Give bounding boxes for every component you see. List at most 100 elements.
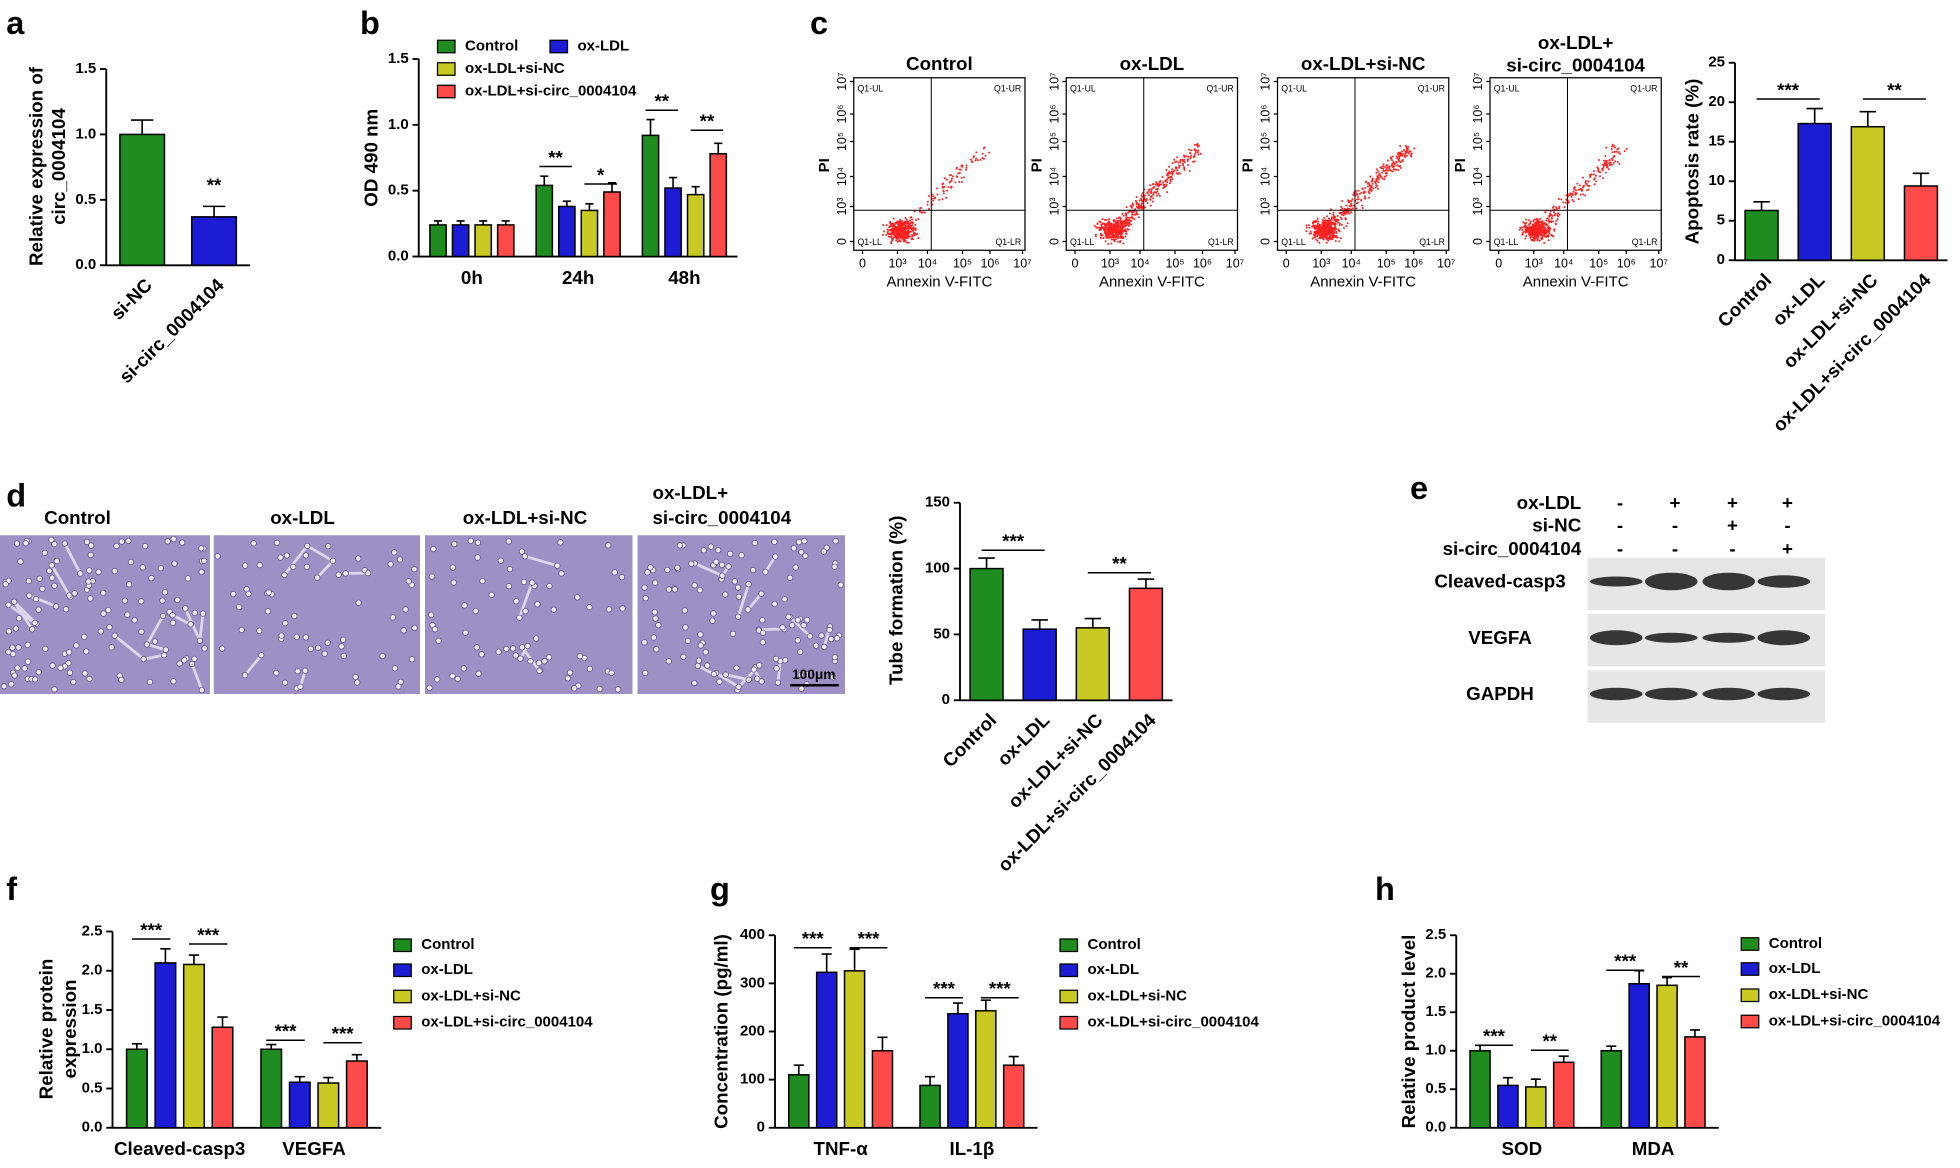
flow-dot (1151, 183, 1154, 186)
flow-dot (1109, 233, 1112, 236)
cell (688, 560, 695, 567)
cell (641, 584, 648, 591)
cell (431, 626, 439, 633)
flow-dot (1124, 222, 1127, 225)
flow-dot (1398, 165, 1401, 168)
flow-dot (1325, 236, 1328, 239)
flow-dot (1409, 154, 1412, 157)
flow-dot (1339, 216, 1342, 219)
significance-label: ** (1887, 79, 1902, 100)
flow-dot (1532, 236, 1535, 239)
flow-x-label: Annexin V-FITC (886, 274, 992, 291)
tube (736, 582, 751, 619)
flow-dot (1168, 171, 1171, 174)
flow-dot (904, 216, 907, 219)
flow-dot (1162, 183, 1165, 186)
micrograph-title: ox-LDL+ (653, 482, 729, 503)
cell (716, 678, 723, 685)
error-bar (1753, 200, 1770, 211)
cell (782, 657, 789, 664)
cell (191, 609, 198, 617)
flow-dot (1535, 220, 1538, 223)
cell (762, 568, 769, 576)
error-bar (131, 119, 154, 135)
flow-dot (1334, 225, 1337, 228)
cell (478, 651, 485, 658)
y-tick-label: 0.5 (82, 1079, 103, 1096)
flow-dot (1130, 204, 1133, 207)
cell (800, 622, 807, 629)
flow-dot (1544, 224, 1547, 227)
flow-dot (1617, 151, 1620, 154)
flow-dot (1110, 227, 1113, 230)
cell (837, 581, 844, 589)
band (1702, 572, 1755, 591)
cell (751, 539, 759, 547)
flow-dot (1324, 234, 1327, 237)
y-tick-label: 15 (1708, 133, 1725, 150)
flow-dot (1397, 169, 1400, 172)
flow-dot (1121, 237, 1124, 240)
flow-dot (1368, 196, 1371, 199)
cell (303, 563, 311, 571)
flow-y-tick-label: 10⁵ (835, 132, 849, 151)
flow-dot (1197, 153, 1200, 156)
cell (46, 567, 53, 575)
flow-dot (1554, 223, 1557, 226)
bar (429, 224, 447, 258)
flow-dot (1321, 230, 1324, 233)
flow-dot (1544, 228, 1547, 231)
flow-dot (1344, 218, 1347, 221)
flow-dot (1525, 235, 1528, 238)
cell (85, 578, 92, 585)
cell (51, 582, 58, 589)
flow-dot (1545, 219, 1548, 222)
cell (124, 611, 131, 618)
flow-dot (914, 223, 917, 226)
flow-dot (1115, 230, 1118, 233)
flow-dot (1548, 229, 1551, 232)
cell (718, 561, 726, 569)
flow-dot (965, 164, 968, 167)
flow-dot (1104, 229, 1107, 232)
error-bar (562, 200, 571, 207)
flow-dot (1171, 170, 1174, 173)
cell (9, 644, 16, 651)
flow-dot (1601, 177, 1604, 180)
flow-dot (889, 223, 892, 226)
tube (243, 653, 263, 677)
cell (236, 603, 243, 611)
flow-y-label: PI (816, 158, 833, 172)
flow-dot (905, 236, 908, 239)
flow-dot (1598, 171, 1601, 174)
flow-dot (905, 241, 908, 244)
flow-dot (1335, 235, 1338, 238)
flow-dot (1110, 232, 1113, 235)
x-tick-label: MDA (1632, 1138, 1675, 1159)
cell (71, 590, 78, 597)
tube (145, 614, 165, 646)
cell (691, 582, 698, 589)
flow-dot (1183, 156, 1186, 159)
flow-y-tick-label: 10³ (1047, 197, 1061, 215)
flow-x-tick-label: 10⁶ (980, 256, 999, 270)
flow-dot (1305, 224, 1308, 227)
flow-dot (1352, 204, 1355, 207)
flow-dot (1547, 235, 1550, 238)
flow-dot (1169, 180, 1172, 183)
cell (182, 605, 189, 612)
flow-dot (1166, 172, 1169, 175)
flow-dot (948, 181, 951, 184)
flow-dot (1176, 156, 1179, 159)
flow-dot (1527, 229, 1530, 232)
tube (714, 671, 741, 689)
flow-dot (1170, 176, 1173, 179)
flow-dot (1177, 161, 1180, 164)
flow-dot (1357, 195, 1360, 198)
flow-dot (1309, 230, 1312, 233)
cell (302, 634, 310, 641)
error-bar (1137, 578, 1155, 589)
cell (8, 681, 15, 688)
flow-dot (1355, 202, 1358, 205)
bar (496, 224, 515, 258)
